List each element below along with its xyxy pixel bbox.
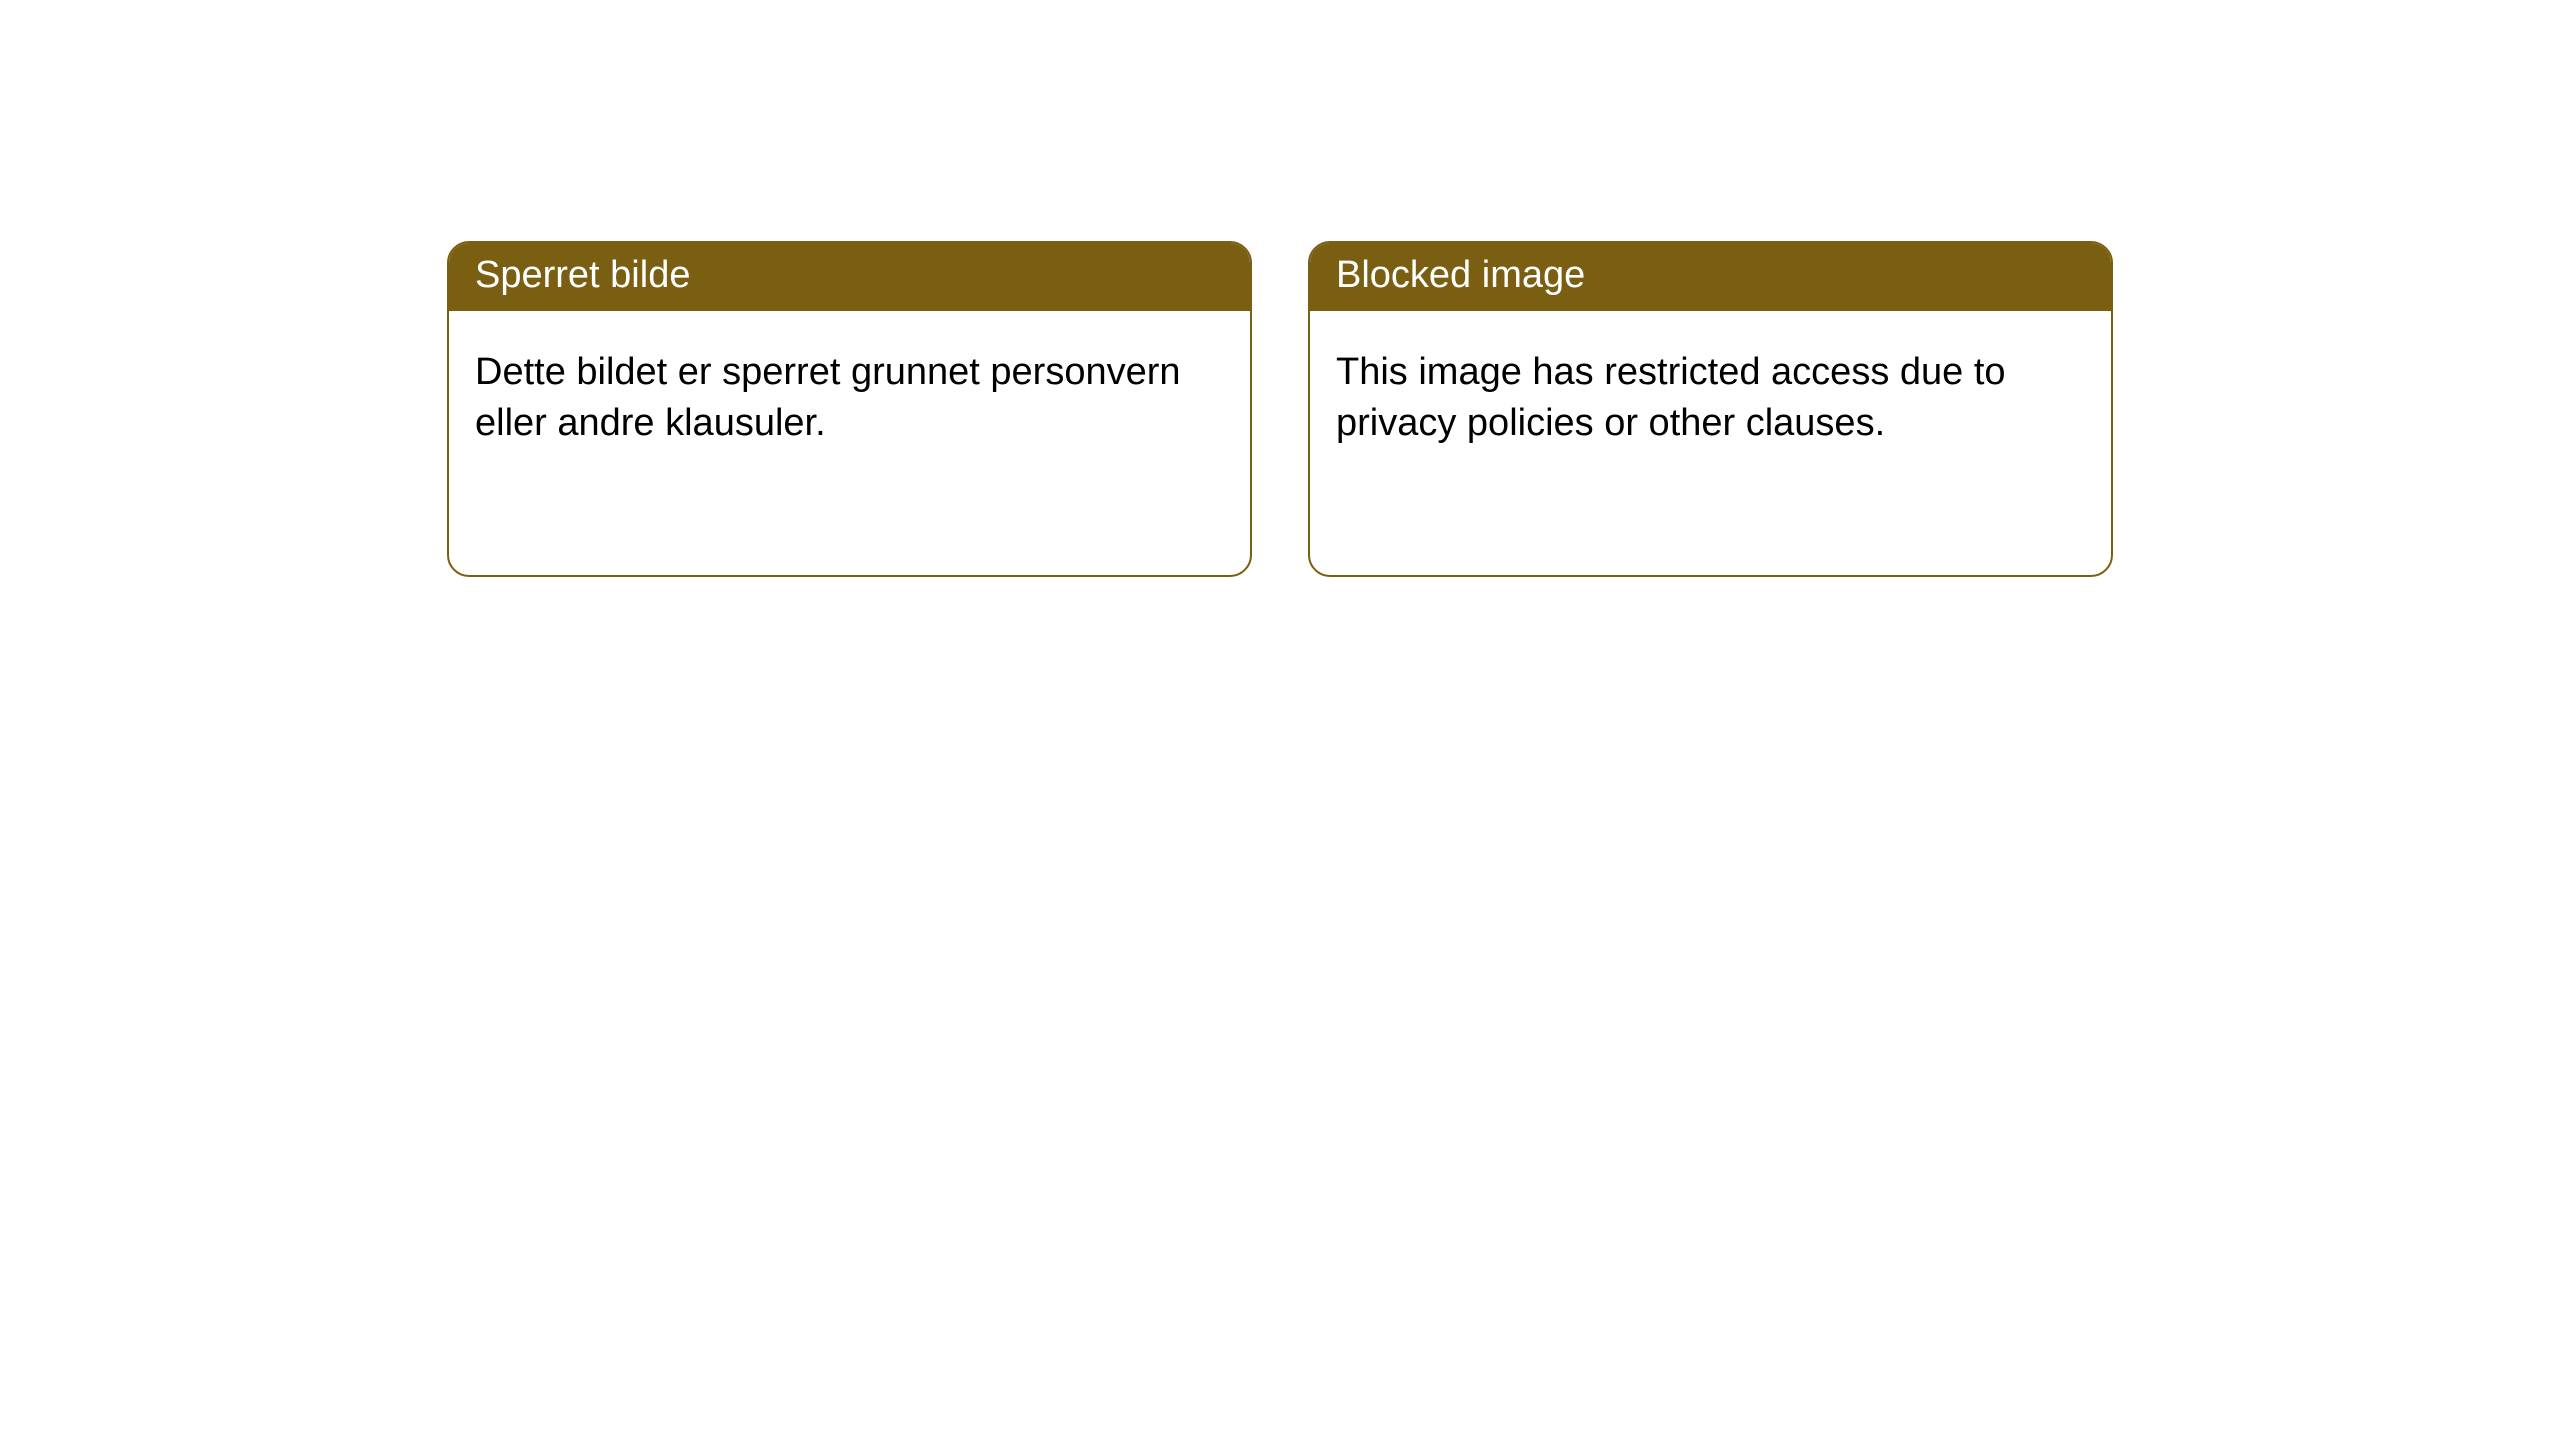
card-body: This image has restricted access due to …	[1310, 311, 2111, 476]
cards-container: Sperret bilde Dette bildet er sperret gr…	[0, 0, 2560, 577]
card-body-text: This image has restricted access due to …	[1336, 351, 2006, 444]
blocked-image-card-en: Blocked image This image has restricted …	[1308, 241, 2113, 577]
card-header: Sperret bilde	[449, 243, 1250, 311]
card-body-text: Dette bildet er sperret grunnet personve…	[475, 351, 1181, 444]
card-header: Blocked image	[1310, 243, 2111, 311]
card-title: Blocked image	[1336, 254, 1585, 296]
card-body: Dette bildet er sperret grunnet personve…	[449, 311, 1250, 476]
blocked-image-card-no: Sperret bilde Dette bildet er sperret gr…	[447, 241, 1252, 577]
card-title: Sperret bilde	[475, 254, 690, 296]
